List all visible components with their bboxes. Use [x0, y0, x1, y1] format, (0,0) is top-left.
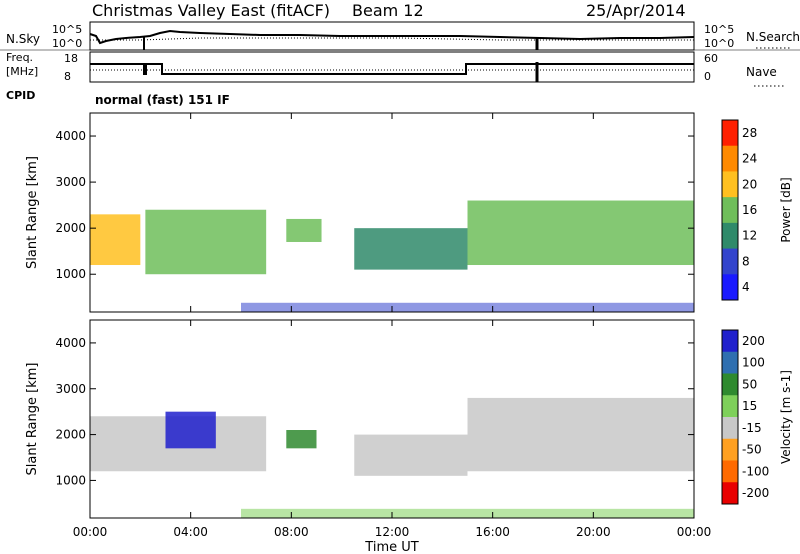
nave-tick-high: 60	[704, 52, 718, 65]
velocity-colorbar-tick-6: -100	[742, 464, 769, 478]
nsky-tick-high: 10^5	[52, 23, 82, 36]
cpid-label: CPID	[6, 89, 35, 102]
power-band-3	[354, 228, 468, 270]
noise-panel: N.Sky 10^5 10^0 10^5 10^0 N.Search	[0, 21, 800, 51]
time-tick-label-1: 04:00	[173, 525, 208, 539]
power-ylabel: Slant Range [km]	[25, 156, 40, 269]
velocity-band-4	[467, 397, 694, 472]
velocity-ylabel: Slant Range [km]	[25, 363, 40, 476]
velocity-colorbar-label: Velocity [m s-1]	[779, 370, 793, 464]
velocity-colorbar-tick-1: 100	[742, 356, 765, 370]
velocity-colorbar-segment-6	[722, 460, 738, 483]
freq-label-line2: [MHz]	[6, 65, 38, 78]
time-tick-label-2: 08:00	[274, 525, 309, 539]
power-colorbar-tick-6: 28	[742, 126, 757, 140]
power-colorbar-segment-1	[722, 145, 738, 172]
beam-label: Beam 12	[352, 1, 424, 20]
nsearch-tick-high: 10^5	[704, 23, 734, 36]
power-colorbar-segment-3	[722, 197, 738, 224]
power-ytick-label-2: 3000	[55, 175, 86, 189]
time-tick-label-4: 16:00	[475, 525, 510, 539]
site-title: Christmas Valley East (fitACF)	[92, 1, 330, 20]
time-tick-label-3: 12:00	[375, 525, 410, 539]
nsky-line	[89, 29, 695, 45]
velocity-ytick-label-2: 3000	[55, 382, 86, 396]
nsky-tick-low: 10^0	[52, 37, 82, 50]
velocity-ytick-label-0: 1000	[55, 473, 86, 487]
power-colorbar-tick-1: 8	[742, 254, 750, 268]
power-colorbar-segment-6	[722, 274, 738, 301]
power-band-4	[467, 200, 694, 266]
velocity-colorbar-segment-2	[722, 373, 738, 396]
velocity-colorbar-segment-5	[722, 438, 738, 461]
freq-line	[90, 63, 694, 75]
power-ytick-label-0: 1000	[55, 267, 86, 281]
time-axis-label: Time UT	[364, 540, 418, 554]
freq-tick-high: 18	[64, 52, 78, 65]
velocity-ytick-label-1: 2000	[55, 428, 86, 442]
power-colorbar-tick-3: 16	[742, 203, 757, 217]
time-axis: Time UT 00:00 04:00 08:00 12:00 16:00 20:00 00…	[73, 525, 712, 554]
nsearch-line	[90, 37, 694, 41]
nave-label: Nave	[746, 65, 777, 79]
nsky-label: N.Sky	[6, 32, 40, 46]
power-colorbar-tick-4: 20	[742, 177, 757, 191]
nsearch-tick-low: 10^0	[704, 37, 734, 50]
power-near-range-strip	[241, 302, 694, 312]
velocity-near-range-strip	[241, 508, 694, 518]
nave-tick-low: 0	[704, 70, 711, 83]
time-tick-label-0: 00:00	[73, 525, 108, 539]
power-colorbar-segment-4	[722, 222, 738, 250]
velocity-colorbar-segment-0	[722, 330, 738, 353]
power-colorbar-frame	[721, 119, 739, 301]
freq-panel-frame	[89, 51, 695, 83]
velocity-colorbar-tick-7: -200	[742, 486, 769, 500]
power-band-1	[145, 209, 267, 275]
velocity-colorbar-tick-4: -15	[742, 421, 762, 435]
power-colorbar-tick-2: 12	[742, 229, 757, 243]
power-colorbar-tick-0: 4	[742, 280, 750, 294]
velocity-band-2	[286, 430, 317, 449]
nsearch-label: N.Search	[746, 30, 800, 44]
power-colorbar-tick-5: 24	[742, 152, 757, 166]
freq-tick-low: 8	[64, 70, 71, 83]
velocity-band-3	[354, 434, 468, 476]
power-ytick-label-1: 2000	[55, 221, 86, 235]
time-tick-label-6: 00:00	[677, 525, 712, 539]
power-colorbar-segment-5	[722, 248, 738, 275]
velocity-ytick-label-3: 4000	[55, 336, 86, 350]
mode-label: normal (fast) 151 IF	[95, 93, 230, 107]
velocity-colorbar-segment-7	[722, 482, 738, 505]
power-band-0	[90, 214, 141, 266]
velocity-colorbar-tick-3: 15	[742, 399, 757, 413]
power-colorbar-segment-2	[722, 171, 738, 198]
freq-panel: Freq. [MHz] 18 8 60 0 Nave CPID normal (…	[6, 51, 784, 107]
power-band-2	[286, 218, 322, 242]
velocity-colorbar-segment-3	[722, 395, 738, 418]
time-tick-label-5: 20:00	[576, 525, 611, 539]
date-label: 25/Apr/2014	[586, 1, 686, 20]
velocity-colorbar-tick-5: -50	[742, 443, 762, 457]
velocity-colorbar-segment-1	[722, 351, 738, 374]
velocity-band-1	[165, 411, 216, 449]
power-colorbar-segment-0	[722, 120, 738, 147]
velocity-colorbar-tick-0: 200	[742, 334, 765, 348]
power-ytick-label-3: 4000	[55, 129, 86, 143]
velocity-colorbar-tick-2: 50	[742, 377, 757, 391]
freq-label-line1: Freq.	[6, 51, 33, 64]
velocity-panel: 1000 2000 3000 4000 Slant Range [km] 200 100 50…	[25, 319, 793, 519]
velocity-colorbar-segment-4	[722, 417, 738, 440]
power-panel: 1000 2000 3000 4000 Slant Range [km] 4 8 12 16 20…	[25, 112, 793, 313]
velocity-colorbar-frame	[721, 329, 739, 505]
power-colorbar-label: Power [dB]	[779, 177, 793, 242]
